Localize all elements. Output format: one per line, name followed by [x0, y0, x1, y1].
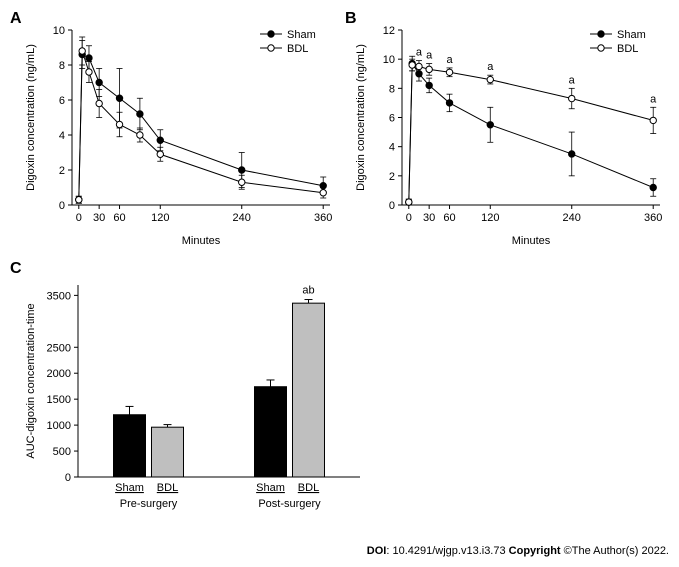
svg-text:10: 10: [383, 54, 395, 66]
svg-text:a: a: [426, 50, 433, 62]
svg-text:2500: 2500: [47, 342, 71, 354]
svg-text:4: 4: [59, 130, 65, 142]
svg-text:a: a: [446, 54, 453, 66]
svg-text:240: 240: [233, 212, 251, 224]
svg-text:BDL: BDL: [298, 482, 319, 494]
figure-container: A 024681003060120240360MinutesDigoxin co…: [10, 10, 669, 557]
svg-text:0: 0: [406, 212, 412, 224]
svg-text:360: 360: [314, 212, 332, 224]
svg-text:a: a: [487, 61, 494, 73]
svg-text:30: 30: [93, 212, 105, 224]
svg-text:2: 2: [59, 165, 65, 177]
svg-text:AUC-digoxin concentration-time: AUC-digoxin concentration-time: [25, 303, 37, 458]
svg-text:30: 30: [423, 212, 435, 224]
figure-footer: DOI: 10.4291/wjgp.v13.i3.73 Copyright ©T…: [367, 545, 669, 557]
svg-text:BDL: BDL: [617, 43, 638, 55]
svg-text:120: 120: [151, 212, 169, 224]
svg-text:3500: 3500: [47, 290, 71, 302]
doi-label: DOI: [367, 545, 387, 557]
copyright-label: Copyright: [509, 545, 561, 557]
svg-text:BDL: BDL: [157, 482, 178, 494]
svg-text:Pre-surgery: Pre-surgery: [120, 498, 178, 510]
panel-a: A 024681003060120240360MinutesDigoxin co…: [10, 10, 340, 250]
svg-text:8: 8: [389, 83, 395, 95]
svg-text:6: 6: [59, 95, 65, 107]
svg-text:Post-surgery: Post-surgery: [258, 498, 321, 510]
svg-text:4: 4: [389, 142, 395, 154]
svg-text:0: 0: [59, 200, 65, 212]
svg-text:BDL: BDL: [287, 43, 308, 55]
copyright-value: ©The Author(s) 2022.: [561, 545, 669, 557]
svg-text:0: 0: [65, 472, 71, 484]
chart-c: 0 500 1000 1500 2000 2500 3500 AUC-digoxin conc…: [20, 265, 370, 525]
svg-text:1000: 1000: [47, 420, 71, 432]
chart-b: 02468101203060120240360MinutesDigoxin co…: [350, 15, 670, 250]
svg-text:Sham: Sham: [256, 482, 285, 494]
doi-value: : 10.4291/wjgp.v13.i3.73: [386, 545, 508, 557]
svg-text:0: 0: [389, 200, 395, 212]
svg-text:12: 12: [383, 25, 395, 37]
svg-text:8: 8: [59, 60, 65, 72]
svg-text:Sham: Sham: [115, 482, 144, 494]
svg-text:2: 2: [389, 171, 395, 183]
svg-text:6: 6: [389, 113, 395, 125]
svg-text:a: a: [569, 74, 576, 86]
svg-text:Sham: Sham: [287, 29, 316, 41]
svg-text:Minutes: Minutes: [182, 235, 221, 247]
panel-b: B 02468101203060120240360MinutesDigoxin …: [345, 10, 670, 250]
svg-text:a: a: [650, 93, 657, 105]
svg-text:Sham: Sham: [617, 29, 646, 41]
svg-text:Minutes: Minutes: [512, 235, 551, 247]
svg-text:Digoxin concentration (ng/mL): Digoxin concentration (ng/mL): [25, 44, 37, 191]
svg-text:2000: 2000: [47, 368, 71, 380]
svg-text:60: 60: [443, 212, 455, 224]
svg-text:1500: 1500: [47, 394, 71, 406]
svg-text:0: 0: [76, 212, 82, 224]
svg-text:500: 500: [53, 446, 71, 458]
svg-text:60: 60: [113, 212, 125, 224]
svg-text:240: 240: [563, 212, 581, 224]
svg-text:360: 360: [644, 212, 662, 224]
svg-text:10: 10: [53, 25, 65, 37]
svg-text:Digoxin concentration (ng/mL): Digoxin concentration (ng/mL): [355, 44, 367, 191]
panel-c: C 050010001500200025003500AUC-digoxin co…: [10, 260, 370, 525]
chart-a: 0 2 4 6 8 10 0 30 60 120 240 360 Minutes Digoxin conc…: [20, 15, 340, 250]
svg-text:ab: ab: [302, 285, 314, 297]
svg-text:120: 120: [481, 212, 499, 224]
svg-text:a: a: [416, 47, 423, 59]
